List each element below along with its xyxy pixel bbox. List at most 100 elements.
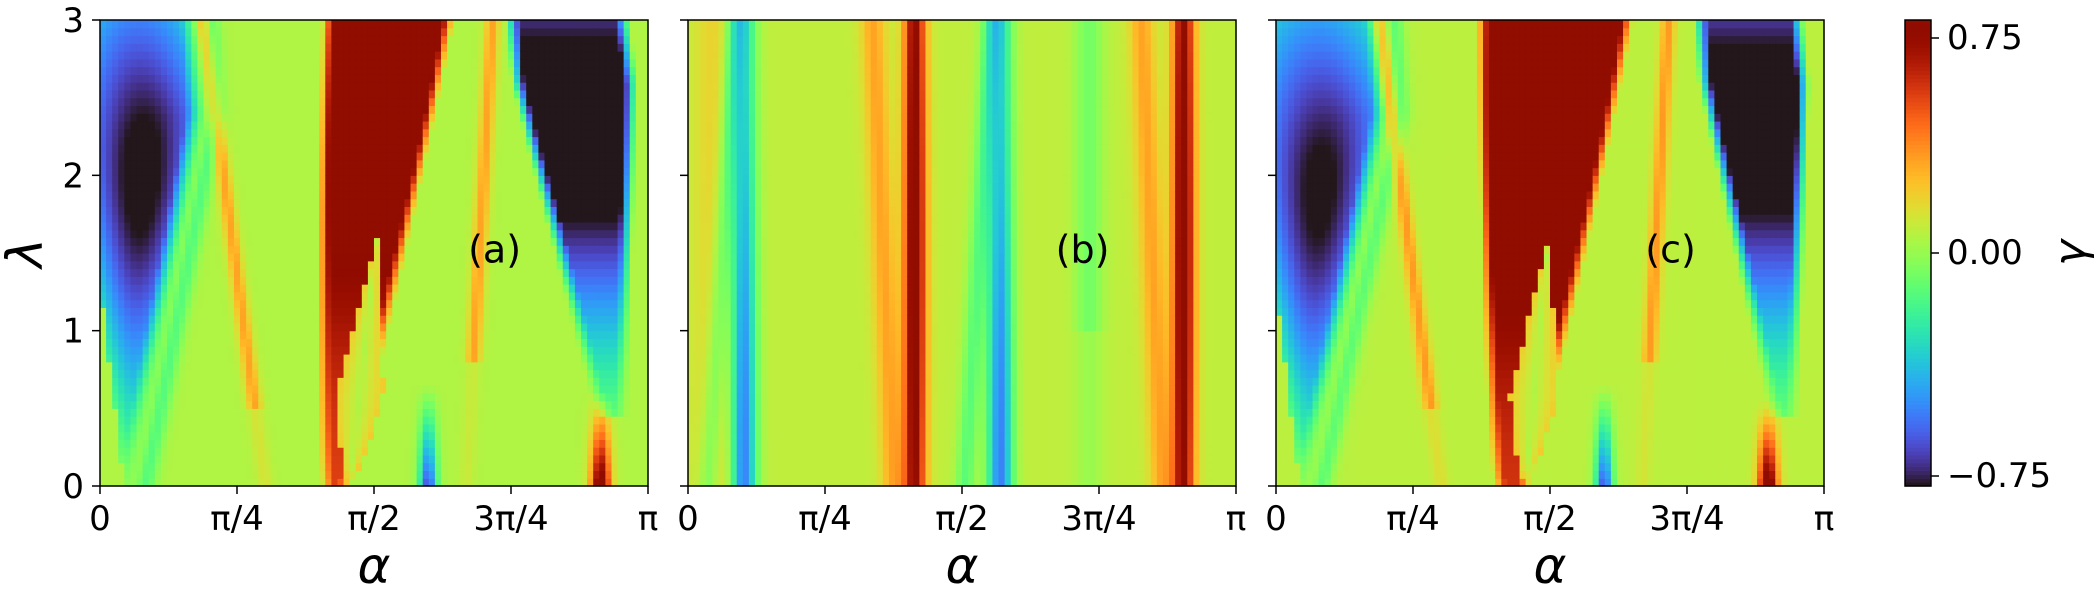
heatmap-cell bbox=[270, 315, 278, 324]
heatmap-cell bbox=[404, 478, 412, 487]
heatmap-cell bbox=[574, 315, 582, 324]
heatmap-cell bbox=[112, 423, 119, 433]
heatmap-cell bbox=[453, 198, 460, 207]
heatmap-cell bbox=[282, 190, 290, 200]
heatmap-cell bbox=[215, 260, 223, 270]
heatmap-cell bbox=[130, 66, 138, 75]
heatmap-cell bbox=[337, 105, 345, 114]
heatmap-cell bbox=[246, 276, 253, 285]
heatmap-cell bbox=[337, 51, 345, 60]
heatmap-cell bbox=[343, 478, 351, 487]
heatmap-cell bbox=[410, 268, 418, 277]
heatmap-cell bbox=[197, 113, 205, 122]
heatmap-cell bbox=[191, 159, 199, 169]
heatmap-cell bbox=[282, 221, 290, 231]
heatmap-cell bbox=[587, 82, 594, 91]
heatmap-cell bbox=[489, 66, 497, 75]
heatmap-cell bbox=[568, 159, 576, 169]
heatmap-cell bbox=[538, 245, 546, 254]
heatmap-cell bbox=[252, 27, 259, 37]
heatmap-cell bbox=[532, 330, 539, 340]
heatmap-cell bbox=[160, 183, 168, 192]
heatmap-cell bbox=[136, 51, 144, 60]
heatmap-cell bbox=[398, 175, 406, 184]
heatmap-cell bbox=[574, 307, 582, 316]
heatmap-cell bbox=[106, 392, 113, 402]
heatmap-cell bbox=[300, 431, 308, 440]
heatmap-cell bbox=[404, 120, 412, 130]
heatmap-cell bbox=[325, 74, 332, 83]
heatmap-cell bbox=[319, 330, 326, 340]
heatmap-cell bbox=[313, 43, 320, 52]
heatmap-cell bbox=[593, 198, 600, 207]
heatmap-cell bbox=[507, 330, 515, 340]
heatmap-cell bbox=[294, 439, 302, 448]
heatmap-cell bbox=[349, 183, 357, 192]
heatmap-cell bbox=[307, 470, 314, 479]
heatmap-cell bbox=[313, 128, 320, 138]
heatmap-cell bbox=[514, 221, 521, 231]
heatmap-cell bbox=[173, 470, 180, 479]
heatmap-cell bbox=[447, 214, 454, 223]
heatmap-cell bbox=[434, 322, 442, 332]
heatmap-cell bbox=[361, 105, 369, 114]
heatmap-cell bbox=[209, 74, 217, 83]
heatmap-cell bbox=[148, 470, 156, 479]
heatmap-cell bbox=[166, 144, 174, 153]
heatmap-cell bbox=[240, 190, 247, 200]
heatmap-cell bbox=[337, 35, 345, 44]
heatmap-cell bbox=[544, 260, 552, 270]
heatmap-cell bbox=[526, 214, 533, 223]
heatmap-cell bbox=[246, 454, 253, 464]
heatmap-cell bbox=[477, 105, 485, 114]
heatmap-cell bbox=[593, 159, 600, 169]
heatmap-cell bbox=[404, 361, 412, 371]
heatmap-cell bbox=[221, 447, 229, 456]
heatmap-cell bbox=[392, 43, 399, 52]
heatmap-cell bbox=[587, 361, 594, 371]
heatmap-cell bbox=[136, 462, 144, 472]
heatmap-cell bbox=[118, 462, 125, 472]
heatmap-cell bbox=[392, 276, 399, 285]
heatmap-cell bbox=[514, 369, 521, 378]
heatmap-cell bbox=[203, 105, 211, 114]
heatmap-cell bbox=[483, 369, 491, 378]
heatmap-cell bbox=[514, 167, 521, 176]
heatmap-cell bbox=[434, 128, 442, 138]
heatmap-cell bbox=[526, 206, 533, 215]
heatmap-cell bbox=[215, 408, 223, 417]
heatmap-cell bbox=[185, 462, 192, 472]
heatmap-cell bbox=[562, 392, 570, 402]
heatmap-cell bbox=[270, 167, 278, 176]
heatmap-cell bbox=[337, 307, 345, 316]
heatmap-cell bbox=[361, 152, 369, 161]
heatmap-cell bbox=[453, 353, 460, 363]
heatmap-cell bbox=[355, 237, 363, 246]
heatmap-cell bbox=[593, 89, 600, 99]
heatmap-cell bbox=[428, 159, 436, 169]
heatmap-cell bbox=[562, 291, 570, 301]
heatmap-cell bbox=[300, 51, 308, 60]
heatmap-cell bbox=[599, 221, 606, 231]
heatmap-cell bbox=[343, 89, 351, 99]
heatmap-cell bbox=[264, 431, 272, 440]
heatmap-cell bbox=[422, 431, 430, 440]
heatmap-cell bbox=[380, 167, 387, 176]
heatmap-cell bbox=[361, 369, 369, 378]
heatmap-cell bbox=[410, 128, 418, 138]
heatmap-cell bbox=[428, 299, 436, 308]
heatmap-cell bbox=[599, 183, 606, 192]
heatmap-cell bbox=[185, 353, 192, 363]
heatmap-cell bbox=[233, 27, 241, 37]
heatmap-cell bbox=[361, 198, 369, 207]
heatmap-cell bbox=[465, 237, 473, 246]
heatmap-cell bbox=[325, 470, 332, 479]
heatmap-cell bbox=[374, 58, 381, 68]
heatmap-cell bbox=[581, 183, 588, 192]
heatmap-cell bbox=[501, 113, 509, 122]
heatmap-cell bbox=[556, 330, 564, 340]
heatmap-cell bbox=[538, 51, 546, 60]
heatmap-cell bbox=[416, 447, 424, 456]
heatmap-cell bbox=[447, 284, 454, 293]
heatmap-cell bbox=[112, 353, 119, 363]
